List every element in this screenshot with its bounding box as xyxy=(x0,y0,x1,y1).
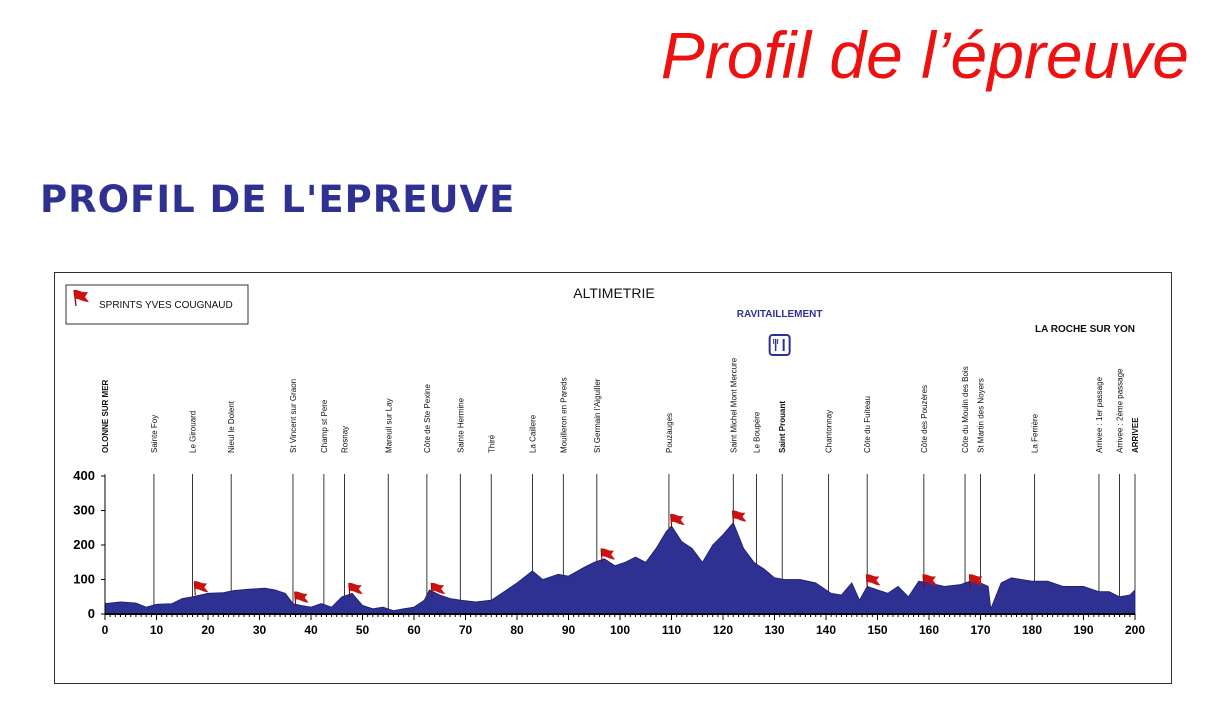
x-tick-label: 30 xyxy=(253,623,267,637)
sprint-flag xyxy=(348,582,363,598)
sprint-flag xyxy=(600,548,616,563)
sprint-flag xyxy=(731,510,747,525)
sprint-flag xyxy=(193,581,209,596)
axes: 0 10 20 30 40 50 60 70 80 90 100 110 120 130 140 150 160… xyxy=(73,468,1145,637)
location-label: Champ st Pere xyxy=(320,399,329,453)
location-label: St Germain l'Aiguiller xyxy=(593,378,602,453)
location-label: Sainte Hermine xyxy=(456,397,465,453)
x-tick-label: 150 xyxy=(867,623,887,637)
location-label: Rosnay xyxy=(340,426,349,453)
x-tick-label: 190 xyxy=(1073,623,1093,637)
y-tick-label: 300 xyxy=(73,503,95,518)
location-label: Sainte Foy xyxy=(150,415,159,453)
y-tick-label: 0 xyxy=(88,606,95,621)
location-label: ARRIVEE xyxy=(1131,417,1140,453)
location-label: Côte du Moulin des Bois xyxy=(961,366,970,453)
location-label: Le Girouard xyxy=(189,411,198,453)
location-label: Côte du Fuiteau xyxy=(863,396,872,453)
chart-title: ALTIMETRIE xyxy=(573,285,654,301)
sprint-flag xyxy=(670,513,685,529)
x-tick-label: 40 xyxy=(304,623,318,637)
location-label: Chantonnay xyxy=(825,410,834,453)
x-tick-label: 70 xyxy=(459,623,473,637)
legend: SPRINTS YVES COUGNAUD xyxy=(65,284,249,325)
legend-label: SPRINTS YVES COUGNAUD xyxy=(99,300,233,311)
sprint-flag xyxy=(968,574,984,589)
slide-title: Profil de l’épreuve xyxy=(660,18,1189,92)
location-label: St Vincent sur Graon xyxy=(289,379,298,453)
section-heading: PROFIL DE L'EPREUVE xyxy=(40,178,516,221)
location-label: OLONNE SUR MER xyxy=(101,379,110,453)
elevation-chart: ALTIMETRIE SPRINTS YVES COUGNAUD RAVITAI… xyxy=(65,284,1145,637)
x-tick-label: 90 xyxy=(562,623,576,637)
location-label: Côte de Ste Pexine xyxy=(423,384,432,453)
x-tick-label: 80 xyxy=(510,623,524,637)
y-tick-label: 100 xyxy=(73,572,95,587)
location-label: Mareuil sur Lay xyxy=(384,398,393,453)
y-tick-label: 200 xyxy=(73,537,95,552)
location-label: La Caillere xyxy=(528,414,537,453)
x-tick-label: 100 xyxy=(610,623,630,637)
sprint-flag xyxy=(294,591,309,606)
x-tick-label: 120 xyxy=(713,623,733,637)
location-label: Saint Prouant xyxy=(778,401,787,453)
x-tick-label: 20 xyxy=(201,623,215,637)
cutlery-icon xyxy=(768,334,791,356)
x-tick-label: 160 xyxy=(919,623,939,637)
sprint-flag xyxy=(430,582,446,598)
finish-city-label: LA ROCHE SUR YON xyxy=(1035,324,1135,335)
x-tick-label: 110 xyxy=(662,623,682,637)
x-tick-label: 200 xyxy=(1125,623,1145,637)
location-label: Le Boupère xyxy=(752,411,761,453)
x-tick-label: 130 xyxy=(764,623,784,637)
location-label: Pouzauges xyxy=(665,413,674,453)
red-flag-icon xyxy=(73,289,89,307)
legend-box xyxy=(65,284,249,325)
location-label: St Martin des Noyers xyxy=(977,378,986,453)
location-label: Mouilleron en Pareds xyxy=(559,377,568,453)
x-tick-label: 10 xyxy=(150,623,164,637)
location-label: Côte des Pouzères xyxy=(920,385,929,453)
location-label: Arrivee : 1er passage xyxy=(1095,376,1104,453)
location-label: Arrivee : 2ème passage xyxy=(1116,368,1125,453)
sprint-markers xyxy=(193,510,984,606)
feed-zone-label: RAVITAILLEMENT xyxy=(737,309,823,320)
sprint-flag xyxy=(922,574,937,589)
chart-frame: ALTIMETRIE SPRINTS YVES COUGNAUD RAVITAI… xyxy=(54,272,1172,684)
location-label: Thiré xyxy=(487,434,496,453)
x-tick-label: 0 xyxy=(102,623,109,637)
x-tick-label: 60 xyxy=(407,623,421,637)
x-tick-label: 170 xyxy=(970,623,990,637)
location-label: Nieul le Dolent xyxy=(227,400,236,453)
x-tick-label: 140 xyxy=(816,623,836,637)
location-label: La Ferrière xyxy=(1031,413,1040,453)
location-labels: OLONNE SUR MER Sainte Foy Le Girouard Nieul… xyxy=(101,357,1140,453)
y-tick-label: 400 xyxy=(73,468,95,483)
x-tick-label: 180 xyxy=(1022,623,1042,637)
location-label: Saint Michel Mont Mercure xyxy=(729,357,738,453)
sprint-flag xyxy=(865,574,881,589)
x-tick-label: 50 xyxy=(356,623,370,637)
